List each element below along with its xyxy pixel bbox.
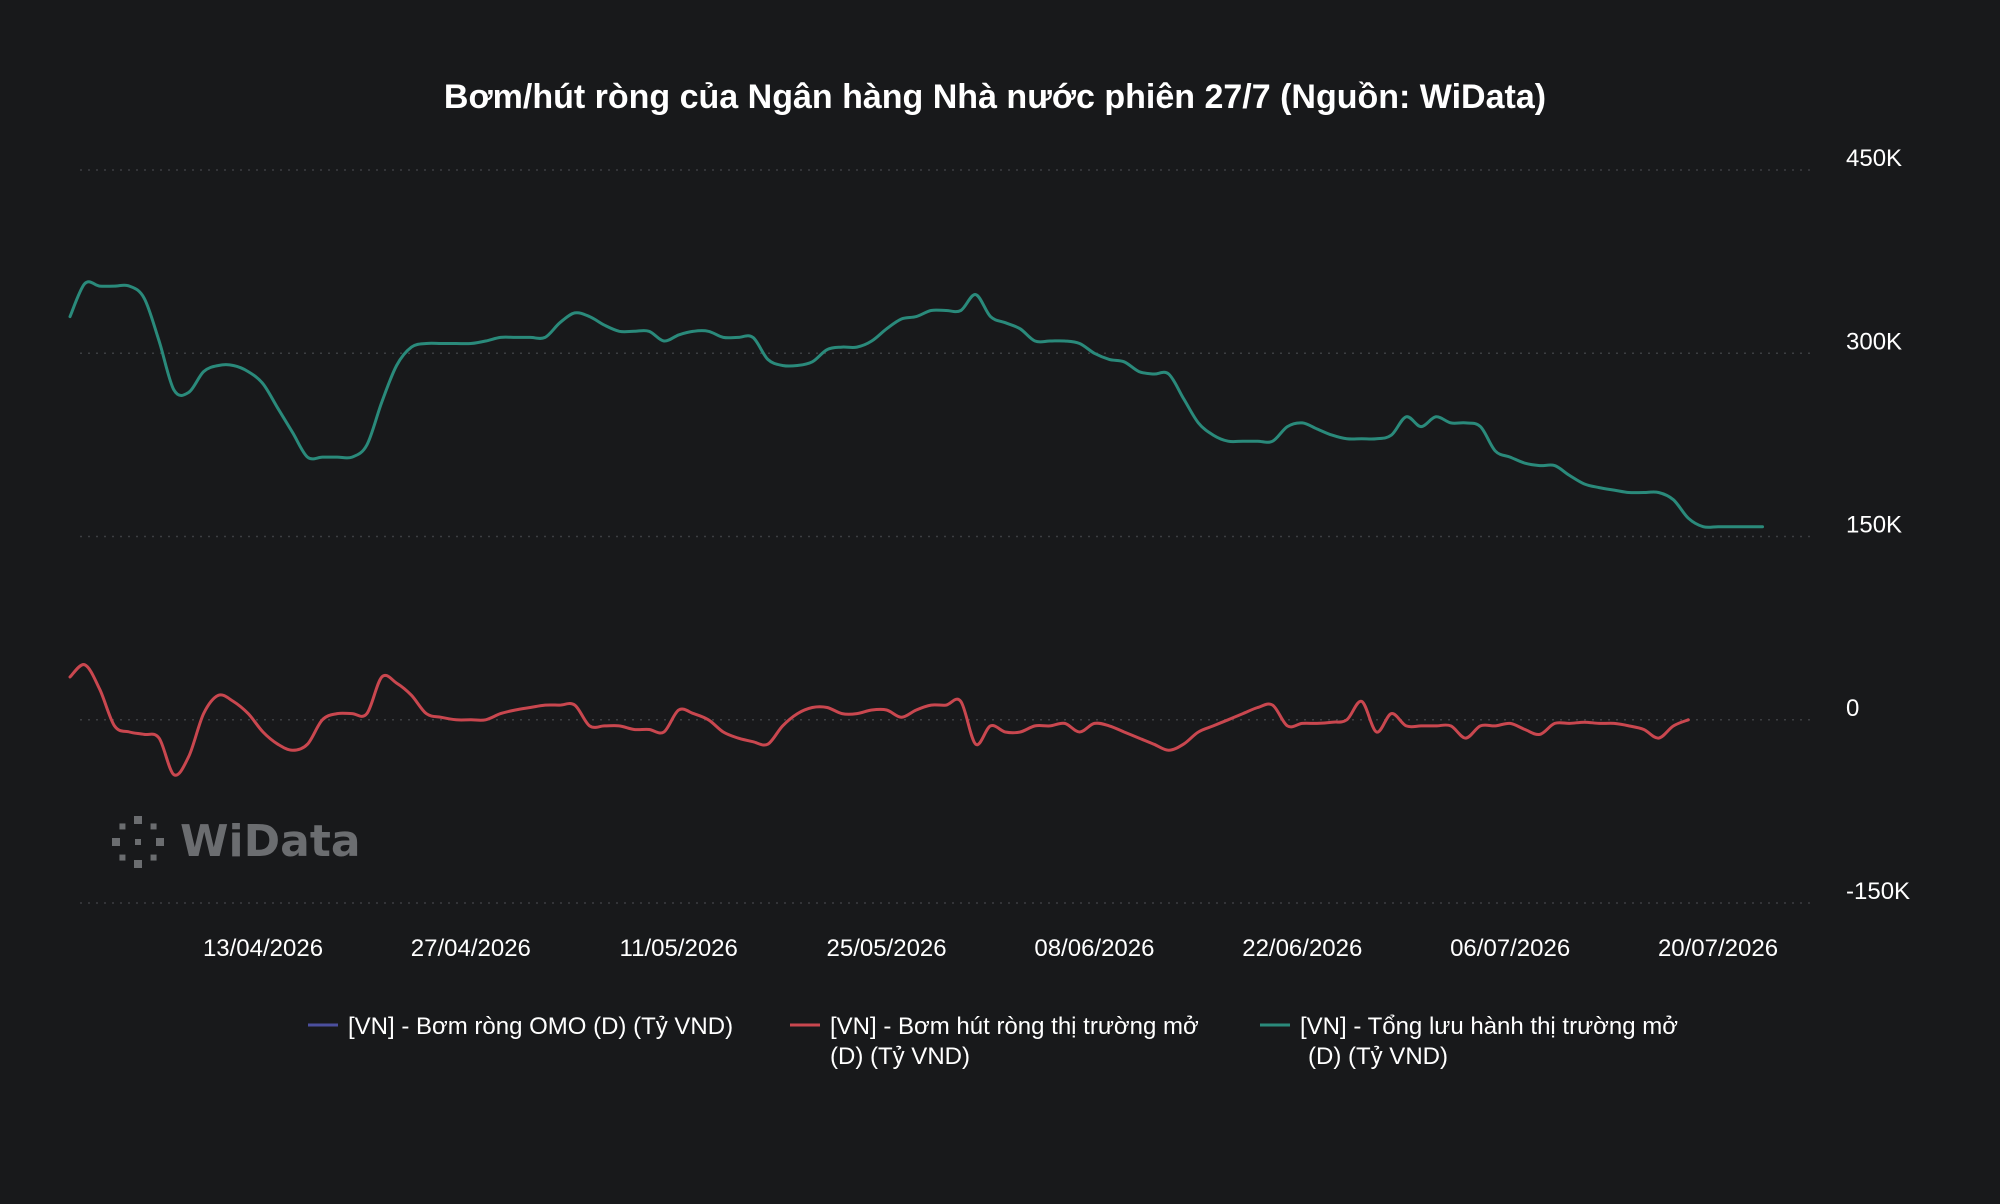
legend-label: [VN] - Tổng lưu hành thị trường mở (D) (T… [1300,1013,1678,1070]
series-layer [68,280,1764,777]
logo-dot [112,838,120,846]
logo-dot [135,839,141,845]
widata-dots-logo-icon [112,816,164,868]
x-tick-label: 25/05/2026 [827,935,947,962]
x-tick-label: 13/04/2026 [203,935,323,962]
y-axis: -150K 0 150K 300K 450K [1846,145,1910,905]
legend-item-2[interactable]: [VN] - Bơm hút ròng thị trường mở (D) (Tỷ… [790,1013,1199,1070]
logo-dot [134,816,142,824]
legend-label: [VN] - Bơm hút ròng thị trường mở (D) (Tỷ… [830,1013,1199,1070]
series-line-3 [68,280,1764,529]
legend-label: [VN] - Bơm ròng OMO (D) (Tỷ VND) [348,1013,733,1040]
logo-dot [156,838,164,846]
logo-dot [119,823,126,830]
logo-dot [150,823,157,830]
legend-item-1[interactable]: [VN] - Bơm ròng OMO (D) (Tỷ VND) [308,1013,733,1040]
y-tick-label: 300K [1846,328,1902,355]
legend-item-3[interactable]: [VN] - Tổng lưu hành thị trường mở (D) (T… [1260,1013,1678,1070]
x-tick-label: 22/06/2026 [1242,935,1362,962]
y-tick-label: 450K [1846,145,1902,172]
y-tick-label: -150K [1846,878,1910,905]
x-tick-label: 08/06/2026 [1034,935,1154,962]
x-tick-label: 20/07/2026 [1658,935,1778,962]
logo-dot [134,860,142,868]
watermark-text: WiData [180,816,361,867]
logo-dot [150,854,157,861]
x-tick-label: 11/05/2026 [620,935,738,962]
y-tick-label: 0 [1846,695,1859,722]
x-axis: 13/04/2026 27/04/2026 11/05/2026 25/05/2026… [203,935,1778,962]
series-line-2 [68,663,1690,777]
watermark: WiData [112,816,361,868]
x-tick-label: 06/07/2026 [1450,935,1570,962]
y-tick-label: 150K [1846,512,1902,539]
grid [80,169,1810,904]
x-tick-label: 27/04/2026 [411,935,531,962]
logo-dot [119,854,126,861]
legend: [VN] - Bơm ròng OMO (D) (Tỷ VND) [VN] - B… [308,1013,1678,1070]
chart-title: Bơm/hút ròng của Ngân hàng Nhà nước phiê… [444,78,1546,116]
